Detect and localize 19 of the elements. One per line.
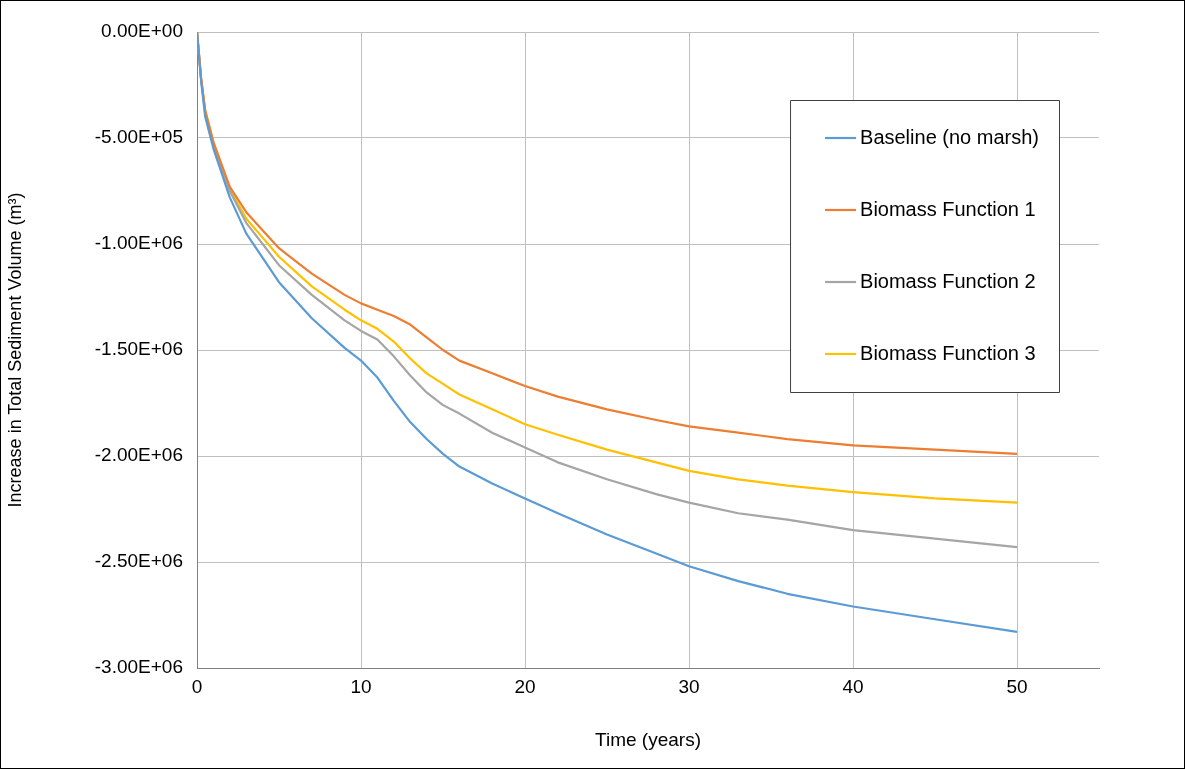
x-tick-label: 10 <box>350 675 372 697</box>
legend-label: Biomass Function 1 <box>860 197 1036 220</box>
x-tick-label: 20 <box>514 675 536 697</box>
y-tick-label: 0.00E+00 <box>101 20 183 42</box>
x-tick-label: 40 <box>842 675 864 697</box>
x-tick-label: 30 <box>678 675 700 697</box>
y-tick-label: -5.00E+05 <box>94 126 183 148</box>
x-tick-label: 0 <box>191 675 203 697</box>
y-tick-label: -2.50E+06 <box>94 550 183 572</box>
y-tick-label: -3.00E+06 <box>94 656 183 678</box>
y-tick-label: -1.00E+06 <box>94 232 183 254</box>
x-tick-label: 50 <box>1006 675 1028 697</box>
legend-label: Biomass Function 3 <box>860 341 1036 364</box>
y-axis-title: Increase in Total Sediment Volume (m³) <box>4 192 25 508</box>
y-tick-label: -1.50E+06 <box>94 338 183 360</box>
x-axis-title: Time (years) <box>595 728 701 750</box>
legend-label: Biomass Function 2 <box>860 269 1036 292</box>
legend-label: Baseline (no marsh) <box>860 125 1039 148</box>
y-tick-label: -2.00E+06 <box>94 444 183 466</box>
